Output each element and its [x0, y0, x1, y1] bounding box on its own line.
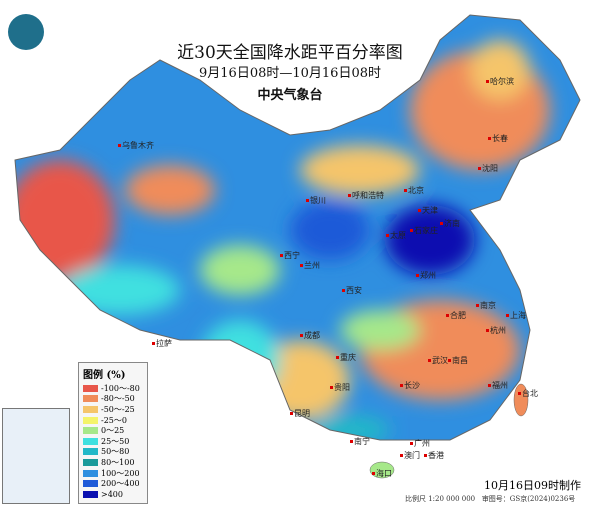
- legend: 图例 (%) -100～-80 -80～-50 -50～-25 -25～0 0～25 25…: [78, 362, 148, 504]
- city-label: 天津: [418, 205, 438, 216]
- city-label: 拉萨: [152, 338, 172, 349]
- legend-label: -50～-25: [101, 404, 135, 414]
- map-issuer: 中央气象台: [257, 88, 323, 103]
- legend-label: -80～-50: [101, 394, 135, 404]
- legend-item: >400: [83, 489, 143, 500]
- legend-label: -25～0: [101, 415, 127, 425]
- legend-label: 25～50: [101, 436, 130, 446]
- city-label: 长沙: [400, 380, 420, 391]
- legend-item: -80～-50: [83, 394, 143, 405]
- made-time: 10月16日09时制作: [484, 479, 581, 492]
- legend-item: -100～-80: [83, 383, 143, 394]
- scale-info: 比例尺 1:20 000 000 审图号：GS京(2024)0236号: [405, 494, 575, 504]
- legend-swatch: [83, 458, 98, 466]
- legend-label: 80～100: [101, 457, 135, 467]
- city-label: 武汉: [428, 355, 448, 366]
- city-label: 合肥: [446, 310, 466, 321]
- city-label: 贵阳: [330, 382, 350, 393]
- city-label: 上海: [506, 310, 526, 321]
- city-label: 重庆: [336, 352, 356, 363]
- legend-item: 50～80: [83, 447, 143, 458]
- city-label: 广州: [410, 438, 430, 449]
- city-label: 太原: [386, 230, 406, 241]
- city-label: 石家庄: [410, 225, 438, 236]
- approval-number: 审图号：GS京(2024)0236号: [481, 495, 576, 503]
- legend-title: 图例 (%): [83, 370, 126, 381]
- legend-swatch: [83, 405, 98, 413]
- south-china-sea-inset: [2, 408, 70, 504]
- city-label: 海口: [372, 468, 392, 479]
- city-label: 济南: [440, 218, 460, 229]
- legend-swatch: [83, 384, 98, 392]
- city-label: 福州: [488, 380, 508, 391]
- legend-label: 50～80: [101, 447, 130, 457]
- legend-label: >400: [101, 489, 123, 499]
- legend-swatch: [83, 437, 98, 445]
- legend-item: 25～50: [83, 436, 143, 447]
- city-label: 郑州: [416, 270, 436, 281]
- legend-swatch: [83, 448, 98, 456]
- city-label: 北京: [404, 185, 424, 196]
- scale-text: 比例尺 1:20 000 000: [405, 495, 476, 503]
- legend-item: -25～0: [83, 415, 143, 426]
- legend-swatch: [83, 480, 98, 488]
- city-label: 南昌: [448, 355, 468, 366]
- city-label: 台北: [518, 388, 538, 399]
- city-label: 乌鲁木齐: [118, 140, 154, 151]
- legend-label: 100～200: [101, 468, 140, 478]
- city-label: 香港: [424, 450, 444, 461]
- legend-label: 0～25: [101, 426, 125, 436]
- legend-swatch: [83, 427, 98, 435]
- city-label: 成都: [300, 330, 320, 341]
- city-label: 哈尔滨: [486, 76, 514, 87]
- city-label: 昆明: [290, 408, 310, 419]
- legend-label: 200～400: [101, 479, 140, 489]
- legend-label: -100～-80: [101, 383, 140, 393]
- legend-item: 100～200: [83, 468, 143, 479]
- city-label: 南宁: [350, 436, 370, 447]
- legend-swatch: [83, 469, 98, 477]
- city-label: 沈阳: [478, 163, 498, 174]
- map-period: 9月16日08时—10月16日08时: [199, 66, 381, 81]
- legend-swatch: [83, 395, 98, 403]
- legend-item: -50～-25: [83, 404, 143, 415]
- legend-item: 0～25: [83, 425, 143, 436]
- city-label: 银川: [306, 195, 326, 206]
- city-label: 澳门: [400, 450, 420, 461]
- cma-logo: [8, 14, 44, 50]
- city-label: 呼和浩特: [348, 190, 384, 201]
- city-label: 长春: [488, 133, 508, 144]
- legend-swatch: [83, 490, 98, 498]
- city-label: 兰州: [300, 260, 320, 271]
- legend-swatch: [83, 416, 98, 424]
- city-label: 西宁: [280, 250, 300, 261]
- city-label: 杭州: [486, 325, 506, 336]
- legend-item: 200～400: [83, 478, 143, 489]
- map-title: 近30天全国降水距平百分率图: [177, 43, 403, 63]
- legend-item: 80～100: [83, 457, 143, 468]
- city-label: 南京: [476, 300, 496, 311]
- city-label: 西安: [342, 285, 362, 296]
